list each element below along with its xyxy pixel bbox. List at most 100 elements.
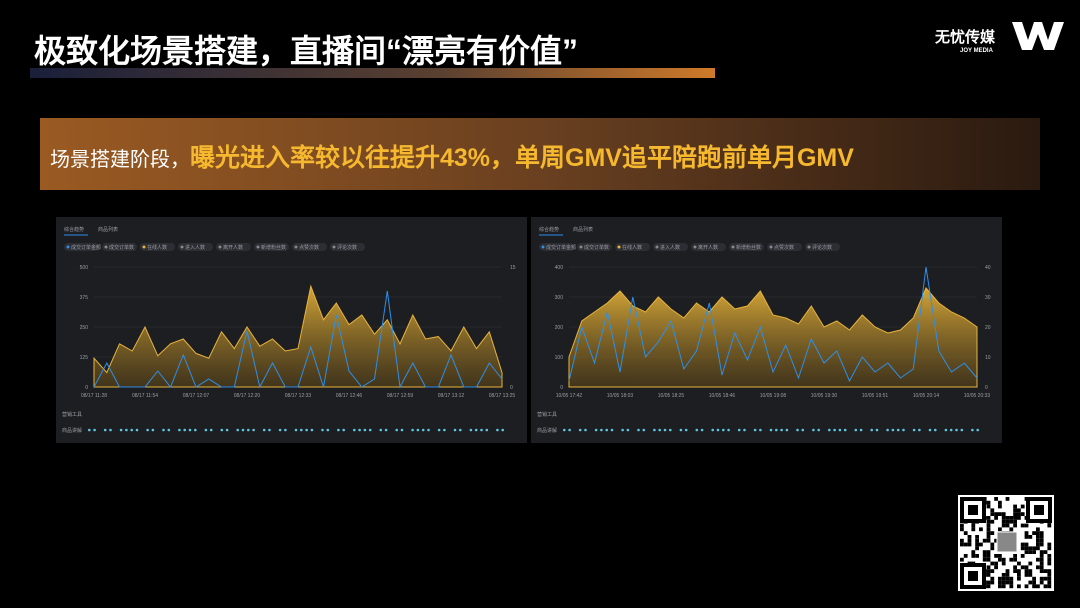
explain-dot [379, 428, 383, 432]
qr-cell [1028, 573, 1033, 577]
qr-cell [1036, 584, 1040, 589]
explain-dot [88, 428, 91, 432]
explain-dot [886, 428, 889, 432]
legend-label: 点赞次数 [774, 244, 794, 251]
area [93, 284, 503, 388]
x-tick-label: 10/05 17:42 [556, 393, 583, 399]
explain-dot [684, 428, 688, 432]
qr-cell [1017, 584, 1021, 589]
x-tick-label: 08/17 12:59 [387, 393, 414, 399]
qr-cell [1032, 531, 1036, 535]
qr-cell [1047, 554, 1052, 558]
explain-dot [395, 428, 399, 432]
qr-cell [1001, 512, 1006, 516]
legend-label: 成交订单数 [109, 244, 134, 251]
title: 极致化场景搭建，直播间“漂亮有价值” [34, 33, 578, 69]
explain-dot [183, 428, 186, 432]
qr-cell [986, 531, 991, 535]
explain-dot [610, 428, 614, 432]
explain-dot [167, 428, 171, 432]
explain-dot [621, 428, 624, 432]
x-tick-label: 10/05 18:46 [709, 393, 736, 399]
qr-cell [990, 508, 995, 513]
qr-cell [1028, 546, 1033, 551]
legend-chip [539, 243, 574, 251]
legend-dot [807, 245, 811, 249]
legend-dot [142, 245, 146, 249]
qr-cell [1013, 519, 1017, 524]
tab: 商品列表 [573, 226, 593, 233]
y-tick-label: 375 [80, 295, 89, 301]
qr-cell [1032, 584, 1036, 589]
qr-cell [1047, 580, 1052, 585]
qr-cell [986, 535, 991, 539]
legend-label: 成交订单数 [584, 244, 609, 251]
explain-dot [960, 428, 964, 432]
explain-dot [225, 428, 229, 432]
explain-dot [188, 428, 192, 432]
explain-dot [812, 428, 815, 432]
qr-cell [998, 512, 1002, 516]
explain-dot [695, 428, 699, 432]
explain-dot [859, 428, 863, 432]
qr-cell [1024, 546, 1029, 551]
explain-dot [135, 428, 139, 432]
qr-cell [1013, 565, 1017, 570]
explain-dot [384, 428, 388, 432]
x-tick-label: 08/17 11:54 [132, 393, 158, 399]
qr-cell [990, 569, 995, 573]
legend-chip [691, 243, 726, 251]
legend-label: 成交订单金额 [71, 244, 101, 251]
qr-cell [1024, 542, 1029, 547]
qr-cell [1001, 561, 1006, 566]
y2-tick-label: 0 [510, 385, 513, 391]
explain-dot [284, 428, 287, 432]
explain-dot [453, 428, 457, 432]
tab: 综合趋势 [64, 226, 84, 233]
legend-dot [731, 245, 735, 249]
y-tick-label: 500 [80, 265, 89, 271]
explain-dot [411, 428, 414, 432]
qr-cell [994, 516, 998, 520]
qr-cell [979, 527, 983, 532]
qr-cell [1028, 580, 1033, 585]
qr-cell [1032, 576, 1036, 581]
qr-cell [960, 523, 964, 528]
qr-cell [990, 576, 995, 581]
y-tick-label: 0 [560, 385, 563, 391]
y-tick-label: 400 [555, 265, 564, 271]
explain-dot [753, 428, 757, 432]
explain-dot [310, 428, 314, 432]
qr-cell [986, 584, 991, 589]
explain-dot [194, 428, 197, 432]
legend-label: 进入人数 [660, 244, 680, 251]
qr-cell [1043, 569, 1048, 573]
explain-dot [427, 428, 430, 432]
qr-cell [998, 500, 1002, 505]
legend-dot [693, 245, 697, 249]
legend-label: 离开人数 [698, 244, 718, 251]
qr-cell [967, 535, 972, 539]
qr-cell [979, 542, 983, 547]
qr-cell [1017, 508, 1021, 513]
qr-cell [986, 523, 991, 528]
qr-cell [1009, 527, 1014, 532]
qr-cell [1028, 550, 1033, 554]
qr-cell [986, 557, 991, 562]
qr-cell [998, 576, 1002, 581]
qr-cell [1001, 519, 1006, 524]
qr-cell [1028, 569, 1033, 573]
qr-cell [1047, 557, 1052, 562]
y-tick-label: 300 [555, 295, 564, 301]
qr-cell [990, 561, 995, 566]
qr-cell [1036, 527, 1040, 532]
qr-cell [1001, 584, 1006, 589]
qr-cell [1017, 516, 1021, 520]
legend-dot [66, 245, 70, 249]
qr-cell [1005, 573, 1010, 577]
qr-cell [1013, 512, 1017, 516]
qr-cell [1032, 550, 1036, 554]
qr-cell [986, 565, 991, 570]
explain-dot [109, 428, 112, 432]
explain-dot [594, 428, 598, 432]
